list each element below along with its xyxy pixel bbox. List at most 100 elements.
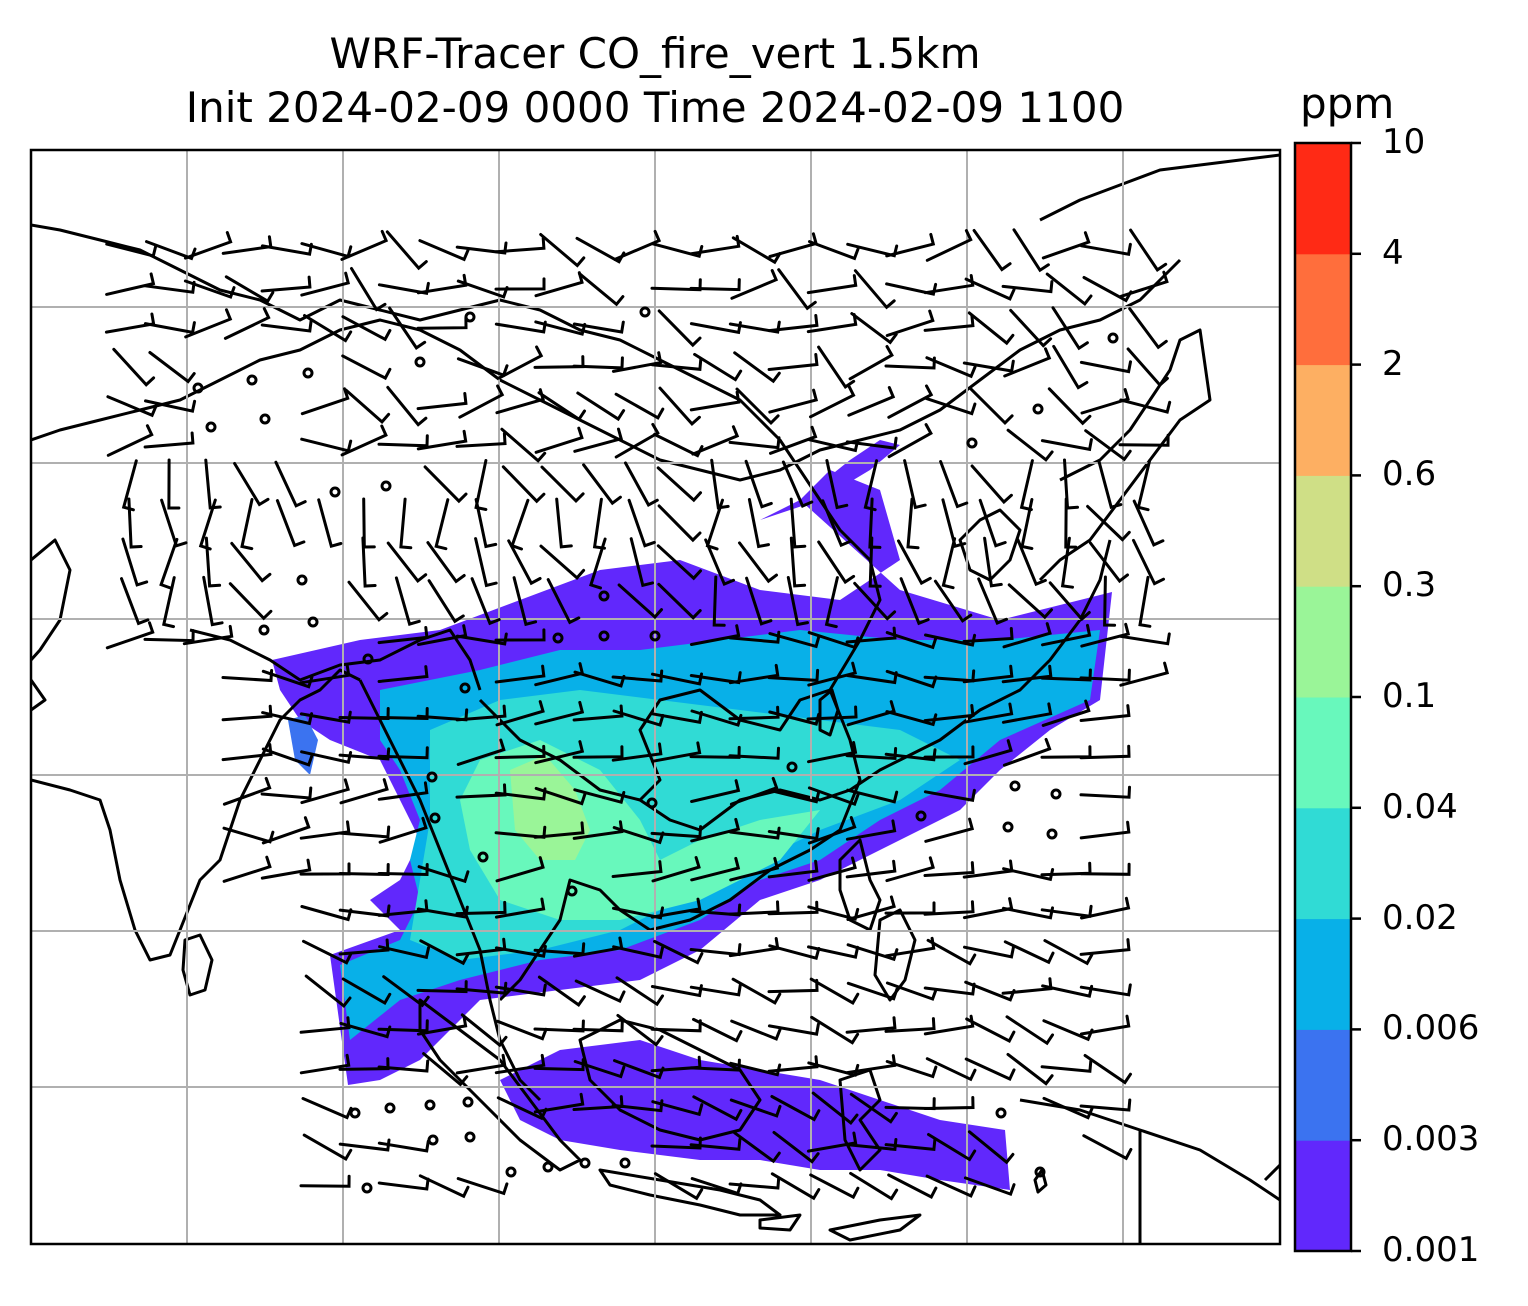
wind-barb — [925, 229, 973, 262]
calm-wind-circle — [1046, 828, 1058, 840]
map-title-line-1: WRF-Tracer CO_fire_vert 1.5km — [329, 29, 981, 78]
wind-barb — [159, 537, 179, 590]
colorbar-tick-label: 0.003 — [1382, 1119, 1480, 1160]
wind-barb — [811, 1091, 859, 1126]
calm-wind-circle — [1107, 332, 1119, 344]
wind-barb — [933, 579, 973, 623]
calm-wind-circle — [1009, 780, 1021, 792]
wind-barb — [845, 671, 898, 685]
wind-barb — [1040, 1059, 1093, 1073]
wind-barb — [423, 465, 468, 504]
wind-barb — [377, 781, 429, 801]
wind-barb — [970, 464, 1013, 505]
wind-barb — [230, 541, 272, 583]
wind-barb — [589, 537, 607, 590]
wind-barb — [537, 391, 586, 422]
wind-barb — [964, 277, 1016, 301]
wind-barb — [614, 422, 660, 459]
wind-barb — [300, 271, 351, 297]
wind-barb — [427, 579, 465, 624]
wind-barb — [925, 356, 977, 379]
wind-barb — [964, 1057, 1016, 1081]
wind-barb — [344, 388, 391, 425]
wind-barb — [222, 826, 275, 844]
wind-barb — [1083, 1054, 1132, 1085]
wind-barb — [534, 740, 585, 765]
wind-barb — [853, 269, 896, 310]
wind-barb — [145, 240, 197, 261]
wind-barb — [690, 856, 741, 882]
wind-barb — [656, 466, 702, 503]
wind-barb — [1005, 1015, 1054, 1046]
wind-barb — [302, 939, 353, 965]
wind-barb — [806, 313, 858, 334]
wind-barb — [495, 700, 545, 727]
calm-wind-circle — [192, 382, 204, 394]
wind-barb — [572, 320, 625, 334]
wind-barb — [539, 233, 586, 268]
wind-barb — [848, 345, 894, 381]
wind-barb — [925, 1174, 977, 1198]
wind-barb — [540, 465, 585, 504]
wind-barb — [885, 1060, 938, 1079]
coastline-philippines — [838, 838, 917, 1002]
colorbar-unit-label: ppm — [1300, 79, 1395, 128]
wind-barb — [689, 983, 742, 997]
wind-barb — [768, 944, 821, 961]
wind-barb — [455, 241, 508, 255]
wind-barb — [616, 1013, 664, 1047]
calm-wind-circle — [462, 1096, 474, 1108]
wind-barb — [1002, 737, 1052, 767]
wind-barb — [455, 704, 507, 722]
calm-wind-circle — [542, 1161, 554, 1173]
wind-barb — [1001, 702, 1053, 724]
wind-barb — [767, 859, 819, 879]
wind-barb — [275, 499, 306, 548]
wind-barb — [184, 308, 233, 339]
wind-barb — [1103, 575, 1117, 627]
calm-wind-circle — [459, 682, 471, 694]
wind-barb — [612, 709, 665, 727]
wind-barb — [1041, 623, 1092, 647]
wind-barb — [806, 274, 858, 295]
wind-barb — [767, 314, 819, 333]
wind-barb — [183, 231, 233, 260]
wind-barb — [573, 427, 624, 453]
colorbar — [1295, 141, 1361, 1253]
wind-barb — [223, 307, 271, 340]
wind-barb — [377, 1059, 430, 1073]
wind-barb — [849, 1171, 899, 1201]
wind-barb — [728, 320, 781, 334]
wind-barb — [963, 739, 1013, 766]
wind-barb — [1129, 228, 1168, 272]
wind-barb — [884, 936, 936, 958]
wind-barb — [574, 979, 626, 1003]
wind-barb — [705, 498, 724, 551]
wind-barb — [416, 273, 468, 295]
wind-barb — [105, 621, 155, 650]
wind-barb — [612, 826, 665, 845]
wind-barb — [510, 498, 530, 551]
wind-barb — [419, 939, 470, 966]
wind-barb — [260, 242, 313, 256]
wind-barb — [1040, 438, 1093, 452]
wind-barb — [455, 900, 507, 916]
wind-barb — [846, 700, 896, 727]
wind-barb — [362, 497, 376, 549]
wind-barb — [612, 906, 664, 920]
wind-barb — [507, 539, 542, 586]
wind-barb — [806, 705, 858, 721]
map-panel — [31, 150, 1280, 1244]
wind-barb — [817, 345, 856, 389]
wind-barb — [1118, 433, 1170, 447]
wind-barb — [885, 981, 938, 1001]
wind-barb — [233, 462, 270, 507]
calm-wind-circle — [302, 367, 314, 379]
wind-barb — [162, 576, 176, 629]
wind-barb — [299, 1016, 351, 1034]
calm-wind-circle — [259, 413, 271, 425]
wind-barb — [340, 424, 388, 457]
calm-wind-circle — [349, 1107, 361, 1119]
wind-barb — [808, 240, 860, 261]
calm-wind-circle — [307, 616, 319, 628]
